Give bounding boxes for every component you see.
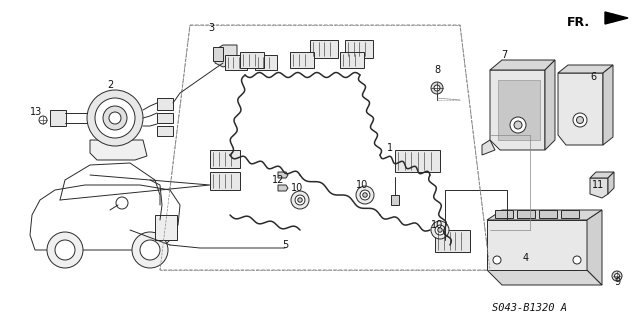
Text: FR.: FR. — [567, 16, 590, 28]
Polygon shape — [490, 60, 555, 70]
Polygon shape — [215, 45, 237, 67]
Circle shape — [612, 271, 622, 281]
Bar — [240, 52, 264, 68]
Text: 2: 2 — [107, 80, 113, 90]
Polygon shape — [278, 172, 288, 178]
Circle shape — [438, 228, 442, 232]
Bar — [50, 110, 66, 126]
Polygon shape — [590, 178, 608, 198]
Polygon shape — [487, 210, 602, 220]
Circle shape — [291, 191, 309, 209]
Bar — [157, 113, 173, 123]
Polygon shape — [30, 185, 180, 250]
Text: 4: 4 — [523, 253, 529, 263]
Bar — [539, 210, 557, 218]
Circle shape — [109, 112, 121, 124]
Bar — [495, 210, 513, 218]
Bar — [210, 172, 240, 190]
Polygon shape — [590, 172, 614, 178]
Circle shape — [434, 85, 440, 91]
Polygon shape — [391, 195, 399, 205]
Circle shape — [435, 225, 445, 235]
Circle shape — [103, 106, 127, 130]
Bar — [290, 52, 314, 68]
Circle shape — [360, 190, 370, 200]
Text: 11: 11 — [592, 180, 604, 190]
Circle shape — [295, 195, 305, 205]
Bar — [210, 150, 240, 168]
Circle shape — [577, 116, 584, 123]
Text: 10: 10 — [431, 220, 443, 230]
Polygon shape — [603, 65, 613, 145]
Text: 10: 10 — [356, 180, 368, 190]
Circle shape — [431, 82, 443, 94]
Text: 5: 5 — [282, 240, 288, 250]
Polygon shape — [545, 60, 555, 150]
Polygon shape — [558, 73, 603, 145]
Polygon shape — [558, 65, 613, 73]
Bar — [435, 230, 470, 252]
Polygon shape — [498, 80, 540, 140]
Bar — [561, 210, 579, 218]
Text: 1: 1 — [387, 143, 393, 153]
Bar — [345, 40, 373, 58]
Bar — [395, 150, 440, 172]
Circle shape — [132, 232, 168, 268]
Circle shape — [514, 121, 522, 129]
Circle shape — [356, 186, 374, 204]
Circle shape — [140, 240, 160, 260]
Circle shape — [298, 198, 302, 202]
Polygon shape — [482, 140, 495, 155]
Text: 10: 10 — [291, 183, 303, 193]
Polygon shape — [490, 70, 545, 150]
Polygon shape — [487, 220, 587, 270]
Circle shape — [95, 98, 135, 138]
Polygon shape — [605, 12, 628, 24]
Bar — [255, 55, 277, 70]
Text: S043-B1320 A: S043-B1320 A — [493, 303, 568, 313]
Bar — [310, 40, 338, 58]
Circle shape — [493, 256, 501, 264]
Bar — [517, 210, 535, 218]
Bar — [157, 98, 173, 110]
Circle shape — [573, 113, 587, 127]
Circle shape — [87, 90, 143, 146]
Text: 7: 7 — [501, 50, 507, 60]
Circle shape — [573, 256, 581, 264]
Circle shape — [116, 197, 128, 209]
Bar — [225, 55, 247, 70]
Text: 8: 8 — [434, 65, 440, 75]
Text: 6: 6 — [590, 72, 596, 82]
Circle shape — [614, 273, 620, 278]
Text: 9: 9 — [614, 277, 620, 287]
Bar — [213, 47, 223, 61]
Circle shape — [39, 116, 47, 124]
Circle shape — [431, 221, 449, 239]
Circle shape — [47, 232, 83, 268]
Bar — [155, 215, 177, 240]
Circle shape — [363, 193, 367, 197]
Bar — [340, 52, 364, 68]
Circle shape — [510, 117, 526, 133]
Polygon shape — [278, 185, 288, 191]
Polygon shape — [587, 210, 602, 285]
Polygon shape — [90, 140, 147, 160]
Text: 13: 13 — [30, 107, 42, 117]
Polygon shape — [487, 270, 602, 285]
Polygon shape — [608, 172, 614, 194]
Circle shape — [55, 240, 75, 260]
Text: 3: 3 — [208, 23, 214, 33]
Bar — [157, 126, 173, 136]
Text: 12: 12 — [272, 175, 284, 185]
